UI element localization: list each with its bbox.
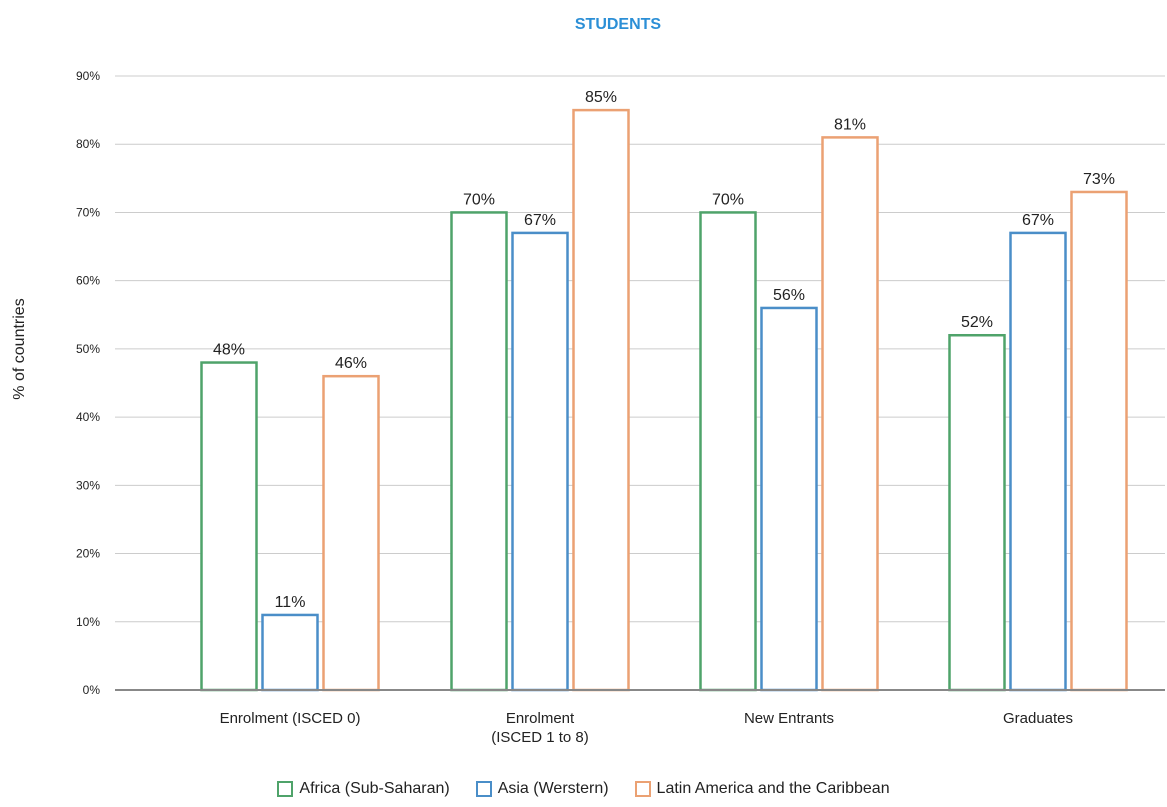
legend-item: Latin America and the Caribbean — [634, 780, 890, 798]
data-label: 52% — [961, 314, 993, 331]
y-tick-label: 30% — [76, 478, 100, 492]
y-tick-label: 50% — [76, 342, 100, 356]
legend-swatch — [475, 781, 492, 797]
y-tick-label: 80% — [76, 137, 100, 151]
bar — [760, 306, 818, 692]
bar — [450, 211, 508, 692]
bar — [699, 211, 757, 692]
chart-title: STUDENTS — [575, 16, 662, 33]
y-tick-label: 10% — [76, 615, 100, 629]
y-axis-label: % of countries — [11, 298, 28, 399]
legend-swatch — [277, 781, 294, 797]
data-label: 70% — [712, 191, 744, 208]
x-category-label: Enrolment (ISCED 0) — [220, 710, 361, 727]
data-label: 81% — [834, 116, 866, 133]
data-label: 73% — [1083, 171, 1115, 188]
legend-label: Asia (Werstern) — [497, 780, 609, 797]
data-label: 46% — [335, 355, 367, 372]
gridlines — [115, 75, 1165, 623]
data-label: 85% — [585, 89, 617, 106]
y-tick-label: 90% — [76, 69, 100, 83]
x-axis-categories: Enrolment (ISCED 0) Enrolment (ISCED 1 to … — [220, 710, 1073, 746]
data-label: 56% — [773, 287, 805, 304]
legend: Africa (Sub-Saharan) Asia (Werstern) Latin… — [0, 780, 1167, 798]
x-category-label: (ISCED 1 to 8) — [491, 729, 589, 746]
bar — [200, 361, 258, 692]
data-label: 67% — [524, 212, 556, 229]
legend-label: Latin America and the Caribbean — [656, 780, 890, 797]
legend-swatch — [634, 781, 651, 797]
data-label: 11% — [275, 594, 306, 611]
legend-item: Asia (Werstern) — [475, 780, 609, 798]
y-tick-label: 60% — [76, 274, 100, 288]
legend-label: Africa (Sub-Saharan) — [299, 780, 450, 797]
bar — [948, 333, 1006, 692]
y-tick-label: 20% — [76, 547, 100, 561]
y-axis-ticks: 0% 10% 20% 30% 40% 50% 60% 70% 80% 90% — [76, 69, 100, 697]
data-label: 48% — [213, 342, 245, 359]
data-label: 70% — [463, 191, 495, 208]
legend-item: Africa (Sub-Saharan) — [277, 780, 450, 798]
bar — [1070, 190, 1128, 692]
data-labels: 48% 70% 70% 52% 11% 67% 56% 67% 46% 85% 81% 73% — [213, 89, 1115, 611]
bar — [572, 108, 630, 692]
x-category-label: Graduates — [1003, 710, 1073, 727]
y-tick-label: 70% — [76, 205, 100, 219]
bars — [200, 108, 1128, 692]
y-tick-label: 40% — [76, 410, 100, 424]
y-tick-label: 0% — [83, 683, 101, 697]
bar — [1009, 231, 1067, 692]
bar — [261, 613, 319, 692]
x-category-label: New Entrants — [744, 710, 834, 727]
bar — [511, 231, 569, 692]
x-category-label: Enrolment — [506, 710, 575, 727]
bar — [322, 374, 380, 692]
bar — [821, 136, 879, 692]
data-label: 67% — [1022, 212, 1054, 229]
